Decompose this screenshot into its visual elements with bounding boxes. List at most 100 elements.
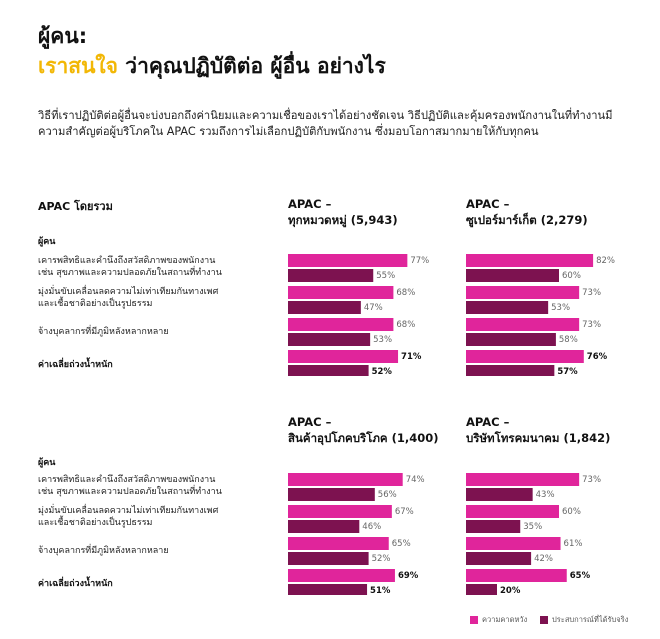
bar-value-label: 82% bbox=[596, 256, 615, 266]
experience-bar bbox=[288, 584, 368, 595]
bar-value-label: 20% bbox=[500, 586, 521, 595]
chart-title-line2: ซูเปอร์มาร์เก็ต (2,279) bbox=[466, 213, 588, 227]
legend-expectation: ความคาดหวัง bbox=[470, 614, 527, 626]
row2-label-line1: มุ่งมั่นขับเคลื่อนลดความไม่เท่าเทียมกันท… bbox=[38, 287, 219, 297]
row2-label-top: มุ่งมั่นขับเคลื่อนลดความไม่เท่าเทียมกันท… bbox=[38, 286, 218, 310]
bar-value-label: 77% bbox=[410, 256, 429, 266]
bar-value-label: 61% bbox=[564, 539, 583, 549]
bar-value-label: 65% bbox=[570, 571, 591, 581]
bar-value-label: 35% bbox=[523, 522, 542, 532]
expectation-bar bbox=[288, 286, 394, 299]
bar-value-label: 46% bbox=[362, 522, 381, 532]
expectation-bar bbox=[466, 286, 580, 299]
group-title-top: ผู้คน bbox=[38, 237, 56, 247]
bar-value-label: 52% bbox=[372, 554, 391, 564]
chart-title-all-categories: APAC – ทุกหมวดหมู่ (5,943) bbox=[288, 196, 398, 228]
bar-value-label: 69% bbox=[398, 571, 419, 581]
legend-swatch-experience bbox=[540, 616, 548, 624]
row2-label-line1: มุ่งมั่นขับเคลื่อนลดความไม่เท่าเทียมกันท… bbox=[38, 506, 219, 516]
row1-label-line2: เช่น สุขภาพและความปลอดภัยในสถานที่ทำงาน bbox=[38, 268, 222, 278]
experience-bar bbox=[288, 552, 369, 565]
expectation-bar bbox=[288, 569, 395, 582]
chart-title-line2: บริษัทโทรคมนาคม (1,842) bbox=[466, 431, 611, 445]
experience-bar bbox=[288, 488, 375, 501]
row2-label-line2: และเชื้อชาติอย่างเป็นรูปธรรม bbox=[38, 299, 153, 309]
bar-value-label: 42% bbox=[534, 554, 553, 564]
bar-chart-consumer-goods: 74% 56% 67% 46% 65%52% 69% 51% bbox=[288, 473, 425, 595]
expectation-bar bbox=[288, 350, 399, 363]
bar-value-label: 67% bbox=[395, 507, 414, 517]
experience-bar bbox=[466, 301, 549, 314]
chart-title-line1: APAC – bbox=[466, 197, 510, 211]
experience-bar bbox=[466, 584, 497, 595]
row3-label-top: จ้างบุคลากรที่มีภูมิหลังหลากหลาย bbox=[38, 327, 169, 337]
chart-title-supermarket: APAC – ซูเปอร์มาร์เก็ต (2,279) bbox=[466, 196, 588, 228]
bar-value-label: 47% bbox=[364, 303, 383, 313]
expectation-bar bbox=[288, 318, 394, 331]
expectation-bar bbox=[466, 473, 580, 486]
row2-label-bottom: มุ่งมั่นขับเคลื่อนลดความไม่เท่าเทียมกันท… bbox=[38, 505, 218, 529]
row3-label-bottom: จ้างบุคลากรที่มีภูมิหลังหลากหลาย bbox=[38, 546, 169, 556]
experience-bar bbox=[466, 333, 556, 346]
experience-bar bbox=[466, 488, 533, 501]
bar-value-label: 73% bbox=[582, 475, 601, 485]
chart-title-telecom: APAC – บริษัทโทรคมนาคม (1,842) bbox=[466, 414, 610, 446]
page-title-line2: เราสนใจ ว่าคุณปฏิบัติต่อ ผู้อื่น อย่างไร bbox=[38, 50, 386, 83]
expectation-bar bbox=[466, 569, 567, 582]
experience-bar bbox=[466, 365, 555, 376]
row2-label-line2: และเชื้อชาติอย่างเป็นรูปธรรม bbox=[38, 518, 153, 528]
row1-label-top: เคารพสิทธิและคำนึงถึงสวัสดิภาพของพนักงาน… bbox=[38, 255, 222, 279]
chart-title-consumer-goods: APAC – สินค้าอุปโภคบริโภค (1,400) bbox=[288, 414, 439, 446]
experience-bar bbox=[466, 552, 532, 565]
experience-bar bbox=[288, 365, 369, 376]
chart-title-line1: APAC – bbox=[466, 415, 510, 429]
row1-label-line1: เคารพสิทธิและคำนึงถึงสวัสดิภาพของพนักงาน bbox=[38, 475, 216, 485]
bar-value-label: 43% bbox=[536, 490, 555, 500]
bar-value-label: 58% bbox=[559, 335, 578, 345]
legend-label-experience: ประสบการณ์ที่ได้รับจริง bbox=[552, 615, 629, 624]
page-title-line1: ผู้คน: bbox=[38, 24, 88, 48]
expectation-bar bbox=[466, 505, 559, 518]
experience-bar bbox=[288, 333, 371, 346]
chart-title-line1: APAC – bbox=[288, 415, 332, 429]
bar-chart-all-categories: 77%55%68%47%68%53%71%52% bbox=[288, 254, 429, 376]
bar-value-label: 51% bbox=[370, 586, 391, 595]
expectation-bar bbox=[466, 318, 580, 331]
expectation-bar bbox=[288, 537, 389, 550]
bar-value-label: 60% bbox=[562, 507, 581, 517]
bar-value-label: 71% bbox=[401, 352, 422, 362]
legend-experience: ประสบการณ์ที่ได้รับจริง bbox=[540, 614, 628, 626]
bar-value-label: 74% bbox=[406, 475, 425, 485]
intro-paragraph: วิธีที่เราปฏิบัติต่อผู้อื่นจะบ่งบอกถึงค่… bbox=[38, 109, 613, 138]
bar-value-label: 55% bbox=[376, 271, 395, 281]
expectation-bar bbox=[466, 350, 584, 363]
expectation-bar bbox=[288, 505, 392, 518]
section-title: APAC โดยรวม bbox=[38, 200, 113, 213]
title-rest: ว่าคุณปฏิบัติต่อ ผู้อื่น อย่างไร bbox=[117, 54, 386, 78]
expectation-bar bbox=[288, 254, 408, 267]
bar-value-label: 53% bbox=[551, 303, 570, 313]
bar-value-label: 60% bbox=[562, 271, 581, 281]
experience-bar bbox=[288, 301, 361, 314]
title-highlight: เราสนใจ bbox=[38, 54, 118, 78]
bar-chart-supermarket: 82%60%73%53%73%58%76%57% bbox=[466, 254, 615, 376]
bar-value-label: 73% bbox=[582, 288, 601, 298]
expectation-bar bbox=[466, 537, 561, 550]
bar-value-label: 53% bbox=[373, 335, 392, 345]
experience-bar bbox=[288, 520, 360, 533]
bar-value-label: 73% bbox=[582, 320, 601, 330]
avg-label-bottom: ค่าเฉลี่ยถ่วงน้ำหนัก bbox=[38, 579, 113, 589]
experience-bar bbox=[288, 269, 374, 282]
avg-label-top: ค่าเฉลี่ยถ่วงน้ำหนัก bbox=[38, 360, 113, 370]
bar-value-label: 56% bbox=[378, 490, 397, 500]
legend-label-expectation: ความคาดหวัง bbox=[482, 615, 528, 624]
bar-value-label: 52% bbox=[372, 367, 393, 376]
experience-bar bbox=[466, 520, 521, 533]
chart-title-line2: สินค้าอุปโภคบริโภค (1,400) bbox=[288, 431, 439, 445]
row1-label-line1: เคารพสิทธิและคำนึงถึงสวัสดิภาพของพนักงาน bbox=[38, 256, 216, 266]
experience-bar bbox=[466, 269, 559, 282]
bar-value-label: 76% bbox=[587, 352, 608, 362]
chart-title-line1: APAC – bbox=[288, 197, 332, 211]
row1-label-bottom: เคารพสิทธิและคำนึงถึงสวัสดิภาพของพนักงาน… bbox=[38, 474, 222, 498]
legend-swatch-expectation bbox=[470, 616, 478, 624]
